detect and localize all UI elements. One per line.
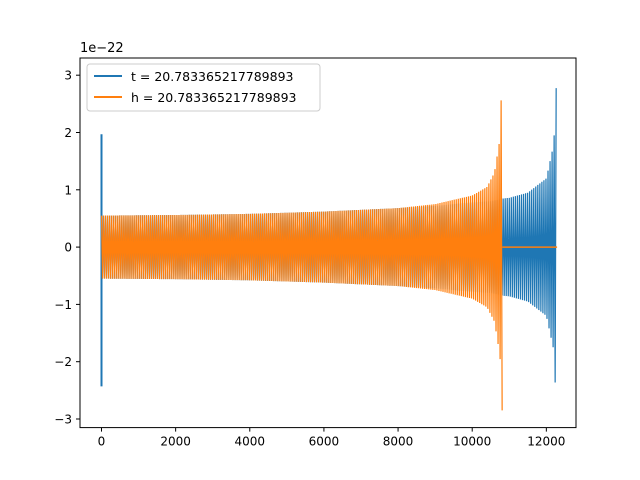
y-tick-label: −2 xyxy=(54,355,72,369)
y-tick-label: 0 xyxy=(64,241,72,255)
y-tick-label: −1 xyxy=(54,298,72,312)
axes-frame xyxy=(79,57,577,429)
y-tick-label: 3 xyxy=(64,69,72,83)
x-tick-label: 0 xyxy=(98,435,106,449)
x-tick-label: 2000 xyxy=(160,435,191,449)
legend-label-t: t = 20.783365217789893 xyxy=(131,69,294,84)
y-axis-ticks: −3 −2 −1 0 1 2 3 xyxy=(54,69,80,427)
legend-box xyxy=(86,63,321,112)
legend: t = 20.783365217789893 h = 20.7833652177… xyxy=(86,63,321,112)
x-tick-label: 4000 xyxy=(235,435,266,449)
series-h-line xyxy=(100,100,503,411)
x-tick-label: 8000 xyxy=(383,435,414,449)
x-axis-ticks: 0 2000 4000 6000 8000 10000 12000 xyxy=(98,427,565,449)
y-tick-label: 2 xyxy=(64,126,72,140)
legend-label-h: h = 20.783365217789893 xyxy=(131,90,297,105)
y-tick-label: 1 xyxy=(64,183,72,197)
y-tick-label: −3 xyxy=(54,413,72,427)
plot-series-group xyxy=(100,88,558,411)
y-axis-offset-label: 1e−22 xyxy=(80,41,124,56)
x-tick-label: 10000 xyxy=(453,435,491,449)
x-tick-label: 12000 xyxy=(527,435,565,449)
x-tick-label: 6000 xyxy=(309,435,340,449)
